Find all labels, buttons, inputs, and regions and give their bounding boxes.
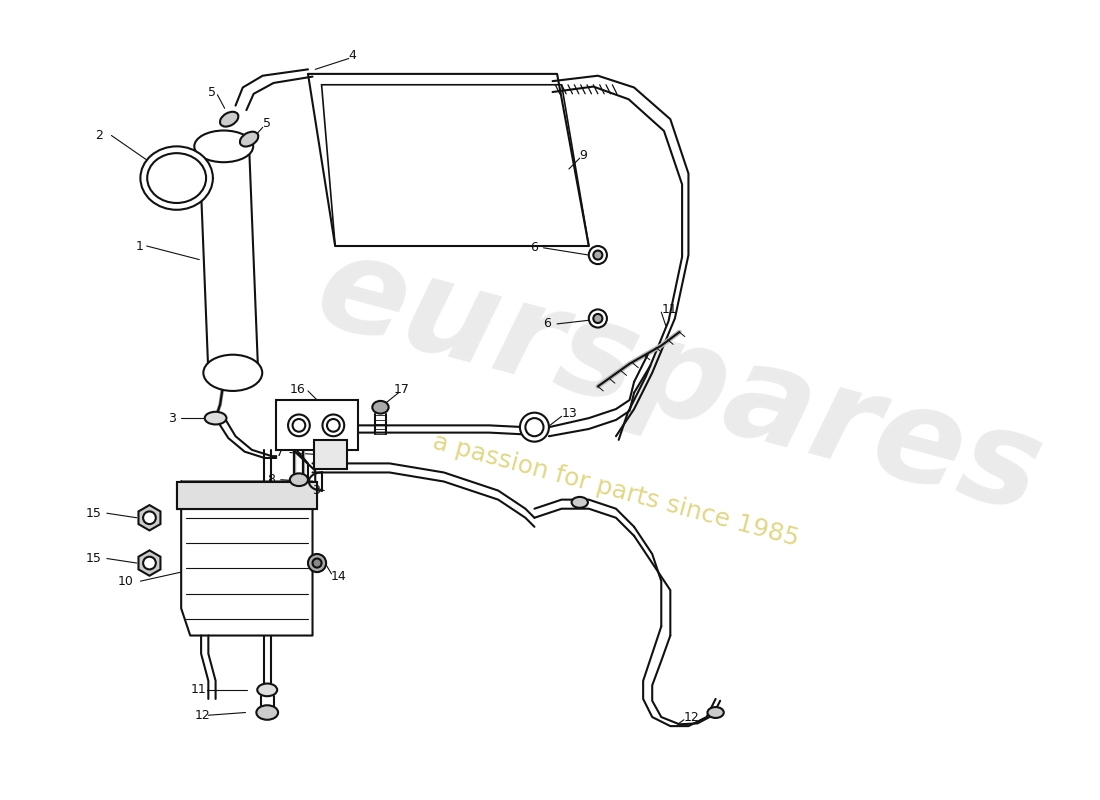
Circle shape bbox=[293, 419, 306, 432]
Ellipse shape bbox=[240, 132, 258, 146]
FancyBboxPatch shape bbox=[177, 482, 317, 509]
Circle shape bbox=[312, 558, 321, 567]
Text: 8: 8 bbox=[267, 474, 275, 486]
Ellipse shape bbox=[195, 130, 253, 162]
Ellipse shape bbox=[372, 401, 388, 414]
Circle shape bbox=[288, 414, 310, 436]
Text: 11: 11 bbox=[190, 683, 206, 696]
Text: 5: 5 bbox=[263, 118, 271, 130]
Circle shape bbox=[143, 511, 156, 524]
Text: 4: 4 bbox=[349, 50, 356, 62]
Text: 6: 6 bbox=[530, 242, 538, 254]
Text: 7: 7 bbox=[276, 446, 284, 459]
Text: 15: 15 bbox=[86, 506, 102, 520]
Circle shape bbox=[593, 250, 603, 259]
Text: 2: 2 bbox=[95, 129, 103, 142]
Ellipse shape bbox=[147, 153, 206, 203]
Text: 5: 5 bbox=[208, 86, 217, 98]
Ellipse shape bbox=[290, 474, 308, 486]
Text: 1: 1 bbox=[136, 239, 144, 253]
Circle shape bbox=[526, 418, 543, 436]
Text: a passion for parts since 1985: a passion for parts since 1985 bbox=[430, 430, 802, 551]
Circle shape bbox=[588, 246, 607, 264]
Circle shape bbox=[327, 419, 340, 432]
Circle shape bbox=[308, 554, 326, 572]
Text: 14: 14 bbox=[331, 570, 346, 583]
Bar bbox=[315, 440, 346, 469]
Text: 11: 11 bbox=[661, 303, 676, 316]
Text: 10: 10 bbox=[118, 574, 133, 588]
Circle shape bbox=[143, 557, 156, 570]
Circle shape bbox=[322, 414, 344, 436]
Text: 6: 6 bbox=[543, 318, 551, 330]
Text: 16: 16 bbox=[290, 382, 306, 396]
Text: 3: 3 bbox=[167, 412, 176, 425]
Text: 3: 3 bbox=[312, 484, 320, 497]
Text: eurspares: eurspares bbox=[304, 224, 1055, 539]
Text: 13: 13 bbox=[562, 407, 578, 420]
Ellipse shape bbox=[256, 706, 278, 720]
Ellipse shape bbox=[257, 683, 277, 696]
Circle shape bbox=[593, 314, 603, 323]
Ellipse shape bbox=[205, 412, 227, 425]
Circle shape bbox=[588, 310, 607, 327]
Ellipse shape bbox=[204, 354, 262, 391]
Ellipse shape bbox=[572, 497, 587, 508]
Text: 12: 12 bbox=[684, 710, 700, 723]
Ellipse shape bbox=[220, 112, 239, 126]
Ellipse shape bbox=[141, 146, 213, 210]
Circle shape bbox=[520, 413, 549, 442]
Bar bbox=[276, 400, 358, 450]
Text: 9: 9 bbox=[580, 149, 587, 162]
Text: 15: 15 bbox=[86, 552, 102, 565]
Ellipse shape bbox=[707, 707, 724, 718]
Text: 12: 12 bbox=[195, 709, 210, 722]
Text: 17: 17 bbox=[394, 382, 410, 396]
